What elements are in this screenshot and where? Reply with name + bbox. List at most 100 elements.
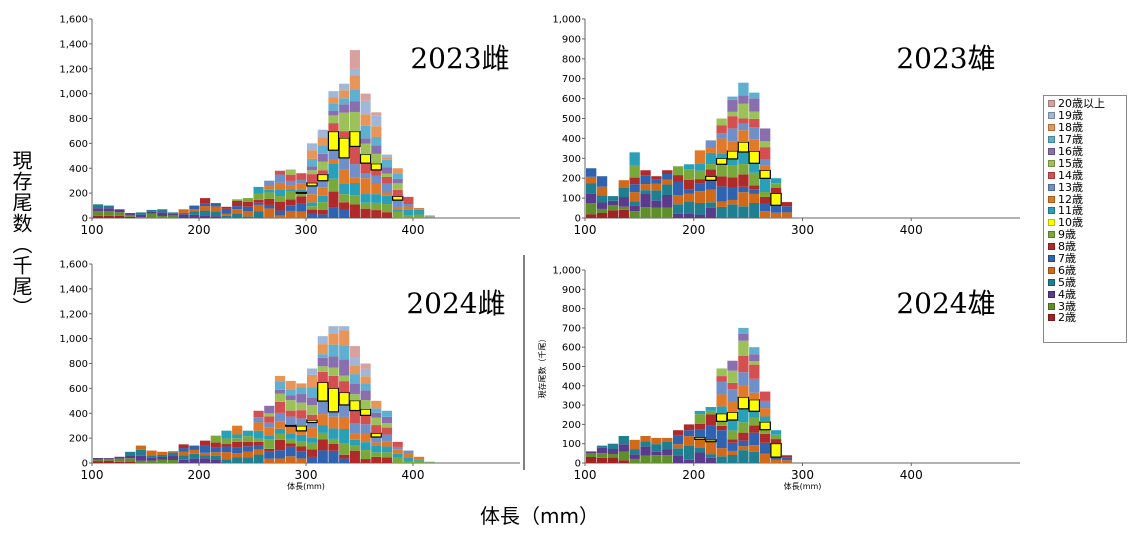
bar-segment: [403, 451, 413, 454]
bar-segment: [771, 178, 781, 183]
bar-segment: [361, 94, 371, 101]
bar-segment: [339, 158, 349, 170]
bar-segment: [425, 216, 435, 217]
bar-segment: [630, 202, 640, 206]
bar-segment: [673, 444, 683, 448]
bar-segment: [275, 211, 285, 216]
bar-segment: [651, 438, 661, 444]
y-tick-label: 1,400: [59, 284, 88, 295]
bar-segment: [382, 417, 392, 423]
bar-segment: [749, 354, 759, 361]
x-tick-label: 300: [295, 468, 318, 482]
bar-segment: [275, 171, 285, 175]
bar-segment: [738, 192, 748, 206]
bar-segment: [630, 454, 640, 459]
bar-segment: [307, 375, 317, 388]
bar-segment: [328, 163, 338, 178]
bar-segment: [264, 190, 274, 193]
bar-segment: [662, 174, 672, 180]
bar-segment: [286, 189, 296, 191]
bar-segment: [619, 444, 629, 451]
bar-segment: [264, 452, 274, 459]
bar-segment: [382, 411, 392, 417]
bar-segment: [168, 215, 178, 218]
bar-segment: [136, 217, 146, 218]
bar-segment: [339, 429, 349, 443]
bar-segment: [350, 357, 360, 366]
bar-segment: [200, 453, 210, 456]
bar-segment: [328, 451, 338, 463]
bar-segment-10: [749, 151, 759, 163]
bar-segment: [706, 208, 716, 218]
bar-segment: [307, 159, 317, 166]
bar-segment-10: [328, 388, 338, 412]
bar-segment: [243, 457, 253, 463]
bar-segment: [371, 170, 381, 176]
bar-segment: [371, 437, 381, 442]
bar-segment: [307, 387, 317, 397]
legend-swatch: [1048, 172, 1055, 179]
bar-segment: [695, 448, 705, 453]
bar-segment: [147, 455, 157, 457]
bar-segment: [264, 439, 274, 449]
bar-segment: [738, 341, 748, 356]
bar-segment: [318, 130, 328, 137]
bar-segment: [760, 165, 770, 170]
legend-item: 12歳: [1048, 193, 1126, 205]
bar-segment: [393, 442, 403, 447]
bar-segment: [727, 204, 737, 218]
bar-segment: [706, 414, 716, 425]
bar-segment: [328, 159, 338, 163]
bar-segment: [662, 207, 672, 218]
bar-segment: [706, 407, 716, 411]
bar-segment: [104, 211, 114, 216]
bar-segment: [393, 179, 403, 183]
bar-segment: [760, 204, 770, 212]
bar-segment: [371, 112, 381, 115]
bar-segment: [339, 184, 349, 194]
bar-segment: [307, 143, 317, 150]
bar-segment: [179, 460, 189, 463]
bar-segment: [414, 210, 424, 215]
legend-swatch: [1048, 196, 1055, 203]
bar-segment: [727, 200, 737, 204]
bar-segment: [189, 459, 199, 463]
bar-segment-10: [738, 397, 748, 409]
bar-segment: [361, 174, 371, 178]
bar-segment: [662, 180, 672, 185]
bar-segment: [651, 455, 661, 463]
bar-segment: [179, 209, 189, 213]
legend-label: 13歳: [1058, 182, 1083, 193]
y-tick-label: 1,000: [552, 15, 581, 26]
bar-segment: [339, 90, 349, 98]
y-tick-label: 1,000: [552, 266, 581, 277]
bar-segment: [296, 173, 306, 180]
bar-segment: [738, 123, 748, 130]
y-tick-label: 100: [562, 439, 581, 450]
bar-segment: [727, 361, 737, 371]
bar-segment: [382, 423, 392, 427]
bar-segment: [749, 203, 759, 218]
bar-segment: [254, 445, 264, 449]
legend-label: 6歳: [1058, 265, 1076, 276]
bar-segment: [318, 425, 328, 433]
x-tick-label: 100: [574, 468, 597, 482]
bar-segment: [318, 202, 328, 210]
bar-segment: [339, 98, 349, 104]
bar-segment: [286, 186, 296, 190]
legend-label: 5歳: [1058, 277, 1076, 288]
bar-segment: [339, 330, 349, 345]
bar-segment: [706, 164, 716, 169]
bar-segment: [586, 177, 596, 184]
legend-item: 8歳: [1048, 241, 1126, 253]
bar-segment: [586, 203, 596, 214]
bar-segment: [717, 139, 727, 154]
bar-segment: [403, 204, 413, 206]
legend-label: 4歳: [1058, 289, 1076, 300]
bar-segment: [760, 141, 770, 147]
bar-segment: [318, 372, 328, 383]
bar-segment: [243, 431, 253, 437]
bar-segment: [673, 166, 683, 175]
y-tick-label: 900: [562, 285, 581, 296]
bar-segment: [125, 215, 135, 217]
